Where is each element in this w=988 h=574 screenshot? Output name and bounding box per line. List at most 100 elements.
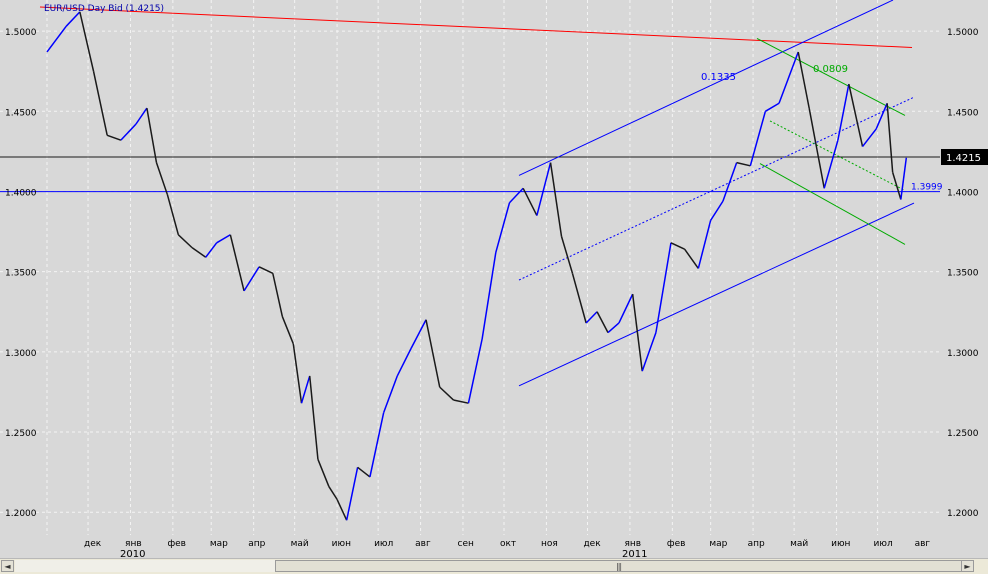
price-segment <box>891 172 902 200</box>
channel-mid-line <box>518 96 915 281</box>
x-tick-label: дек <box>583 539 601 549</box>
price-segment <box>536 162 552 216</box>
price-segment <box>369 412 385 478</box>
price-segment <box>410 319 427 349</box>
price-segment <box>848 83 864 147</box>
price-segment <box>146 107 158 163</box>
price-segment <box>396 348 412 377</box>
price-segment <box>467 338 483 404</box>
scroll-right-button[interactable]: ► <box>961 560 974 572</box>
price-segment <box>243 266 260 292</box>
x-tick-label: июн <box>831 539 850 549</box>
price-segment <box>481 252 497 340</box>
green-mid-line <box>769 120 906 191</box>
year-label-2011: 2011 <box>622 549 647 558</box>
price-segment <box>710 200 724 221</box>
y-tick-right: 1.2000 <box>947 509 979 519</box>
channel-upper-line <box>518 0 894 176</box>
y-tick-right: 1.5000 <box>947 28 979 38</box>
price-segment <box>439 386 454 401</box>
price-segment <box>508 187 524 204</box>
channel-width-label: 0.1335 <box>701 72 736 83</box>
x-tick-label: сен <box>458 539 474 549</box>
price-segment <box>823 139 839 189</box>
x-tick-label: июн <box>332 539 351 549</box>
price-segment <box>106 134 122 141</box>
price-segment <box>166 194 180 235</box>
x-tick-label: апр <box>748 539 765 549</box>
price-segment <box>585 311 598 324</box>
price-segment <box>308 375 319 460</box>
price-segment <box>797 51 810 109</box>
x-tick-label: янв <box>125 539 142 549</box>
current-price-box <box>941 149 988 166</box>
y-tick-left: 1.2500 <box>5 429 37 439</box>
y-tick-left: 1.3500 <box>5 269 37 279</box>
x-tick-label: дек <box>84 539 102 549</box>
price-segment <box>900 157 908 200</box>
price-segment <box>596 311 609 333</box>
price-segment <box>328 486 338 500</box>
y-tick-right: 1.3000 <box>947 349 979 359</box>
price-segment <box>135 107 148 125</box>
y-tick-left: 1.2000 <box>5 509 37 519</box>
price-segment <box>120 123 137 141</box>
price-segment <box>522 187 538 216</box>
price-segment <box>258 266 274 274</box>
price-segment <box>641 332 657 372</box>
price-segment <box>46 25 67 53</box>
x-tick-label: апр <box>248 539 265 549</box>
price-segment <box>345 467 359 521</box>
price-segment <box>886 103 894 173</box>
x-tick-label: авг <box>415 539 431 549</box>
current-price-label: 1.4215 <box>946 153 981 164</box>
price-segment <box>92 71 108 136</box>
price-segment <box>571 273 587 324</box>
y-tick-left: 1.4500 <box>5 108 37 118</box>
scrollbar-thumb[interactable]: ||| <box>275 560 965 572</box>
price-segment <box>837 83 850 141</box>
x-tick-label: окт <box>500 539 516 549</box>
price-segment <box>65 11 81 27</box>
price-segment <box>764 102 780 112</box>
price-segment <box>425 319 441 388</box>
price-segment <box>631 294 643 372</box>
horizontal-scrollbar[interactable]: ◄ ||| ► <box>0 558 988 574</box>
x-tick-label: июл <box>374 539 393 549</box>
price-segment <box>736 161 751 167</box>
resistance-trendline <box>39 6 913 48</box>
x-tick-label: июл <box>874 539 893 549</box>
price-segment <box>722 162 738 202</box>
price-segment <box>216 234 231 244</box>
y-tick-left: 1.3000 <box>5 349 37 359</box>
price-segment <box>655 242 672 333</box>
x-tick-label: ноя <box>541 539 558 549</box>
price-segment <box>453 399 469 404</box>
y-tick-right: 1.4000 <box>947 188 979 198</box>
price-segment <box>861 128 877 148</box>
x-tick-label: мар <box>210 539 228 549</box>
price-segment <box>618 293 634 324</box>
price-segment <box>749 111 767 167</box>
channel-lower-line <box>518 202 915 387</box>
price-segment <box>79 11 95 72</box>
x-tick-label: янв <box>624 539 641 549</box>
price-segment <box>191 247 207 258</box>
price-segment <box>292 343 303 404</box>
price-segment <box>778 51 799 104</box>
x-tick-label: мар <box>709 539 727 549</box>
green-upper-line <box>756 38 906 116</box>
price-segment <box>875 102 888 130</box>
scroll-left-button[interactable]: ◄ <box>1 560 14 572</box>
plot-background <box>0 0 988 558</box>
price-segment <box>808 107 825 189</box>
scrollbar-grip-icon: ||| <box>616 562 622 571</box>
x-tick-label: май <box>790 539 808 549</box>
price-segment <box>155 162 169 195</box>
green-lower-line <box>759 163 906 245</box>
y-tick-right: 1.3500 <box>947 269 979 279</box>
price-chart: 1.5000 1.5000 1.4500 1.4500 1.4000 1.4000 1.35… <box>0 0 988 560</box>
y-tick-right: 1.2500 <box>947 429 979 439</box>
price-segment <box>495 202 511 253</box>
